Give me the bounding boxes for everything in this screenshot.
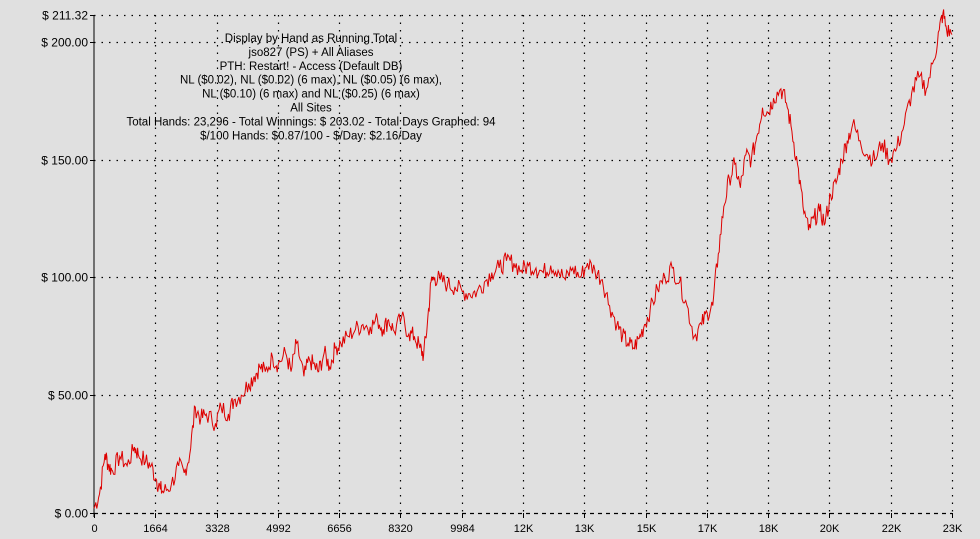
x-tick-label: 22K xyxy=(882,523,902,535)
x-tick-label: 4992 xyxy=(266,523,290,535)
series-line xyxy=(93,9,953,509)
x-tick-label: 15K xyxy=(637,523,657,535)
x-tick-label: 9984 xyxy=(450,523,474,535)
info-line: PTH: Restart! - Access (Default DB) xyxy=(220,61,403,73)
x-tick-label: 1664 xyxy=(143,523,167,535)
x-tick-label: 6656 xyxy=(327,523,351,535)
x-tick-label: 0 xyxy=(91,523,97,535)
x-tick-label: 18K xyxy=(759,523,779,535)
info-line: Total Hands: 23,296 - Total Winnings: $ … xyxy=(126,116,496,128)
y-tick-label: $ 0.00 xyxy=(55,507,89,521)
grid-lines xyxy=(93,14,954,517)
x-tick-label: 23K xyxy=(943,523,963,535)
y-tick-label: $ 100.00 xyxy=(41,271,88,285)
x-axis-ticks: 0 1664 3328 4992 6656 8320 9984 12K 13K 15K 17K 18K… xyxy=(91,513,963,535)
info-line: All Sites xyxy=(290,103,332,115)
chart-info-block: Display by Hand as Running Total jso827 (… xyxy=(126,33,496,142)
y-axis-ticks: $ 0.00 $ 50.00 $ 100.00 $ 150.00 $ 200.00 $ 2… xyxy=(41,9,94,521)
y-tick-label: $ 200.00 xyxy=(41,36,88,50)
info-line: jso827 (PS) + All Aliases xyxy=(248,47,374,59)
info-line: NL ($0.02), NL ($0.02) (6 max), NL ($0.0… xyxy=(180,75,442,87)
x-tick-label: 12K xyxy=(514,523,534,535)
info-line: NL ($0.10) (6 max) and NL ($0.25) (6 max… xyxy=(202,89,420,101)
x-tick-label: 3328 xyxy=(205,523,229,535)
x-tick-label: 8320 xyxy=(388,523,412,535)
y-tick-label: $ 211.32 xyxy=(42,9,88,23)
info-line: $/100 Hands: $0.87/100 - $/Day: $2.16/Da… xyxy=(200,130,422,142)
info-line: Display by Hand as Running Total xyxy=(225,33,397,45)
series-group xyxy=(93,9,953,509)
x-tick-label: 13K xyxy=(575,523,595,535)
y-tick-label: $ 150.00 xyxy=(41,154,88,168)
x-tick-label: 17K xyxy=(698,523,718,535)
x-tick-label: 20K xyxy=(820,523,840,535)
y-tick-label: $ 50.00 xyxy=(48,389,88,403)
